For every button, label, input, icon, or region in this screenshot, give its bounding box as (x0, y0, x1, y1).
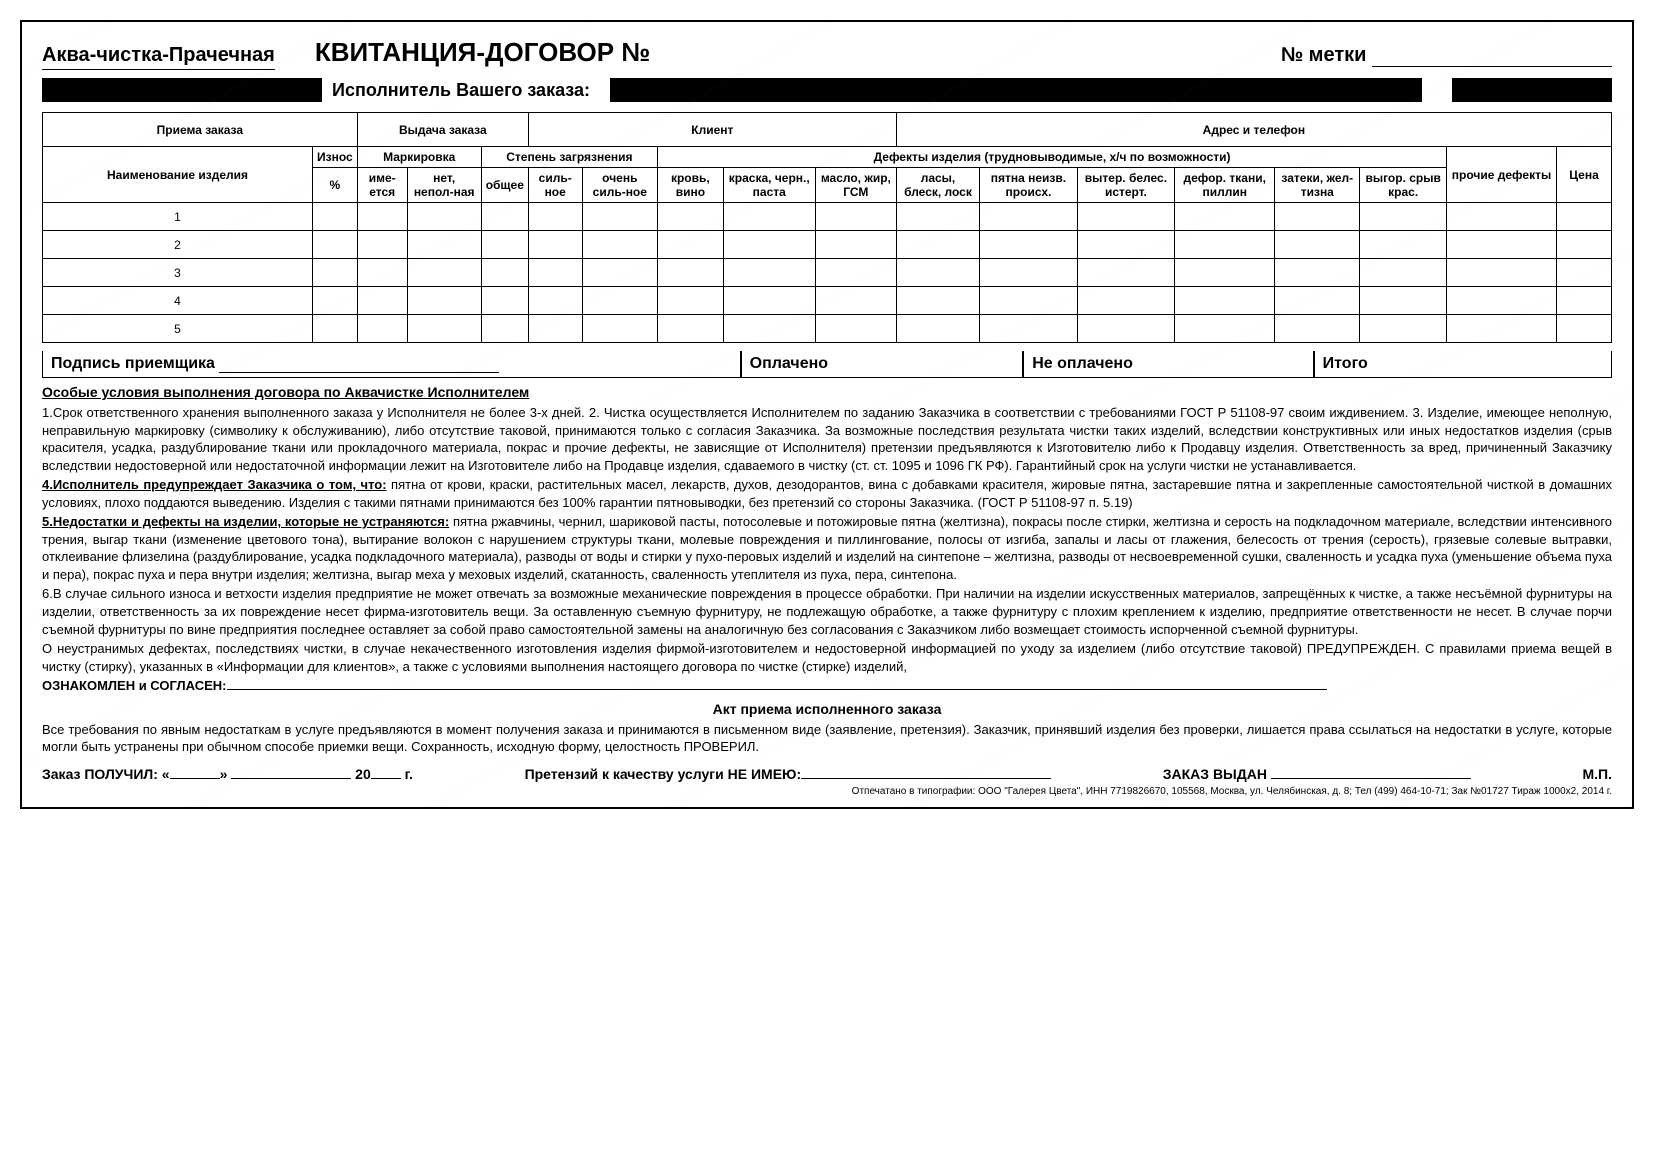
sig-paid[interactable]: Оплачено (741, 351, 1024, 378)
table-row[interactable]: 5 (43, 315, 1612, 343)
table-row[interactable]: 1 (43, 203, 1612, 231)
info-row: Приема заказа Выдача заказа Клиент Адрес… (43, 113, 1612, 147)
metka-label: № метки (1281, 44, 1612, 67)
footer-noclaims[interactable]: Претензий к качеству услуги НЕ ИМЕЮ: (525, 766, 1052, 782)
metka-input-line[interactable] (1372, 66, 1612, 67)
col-d8: затеки, жел-тизна (1275, 168, 1360, 203)
terms-p1: 1.Срок ответственного хранения выполненн… (42, 404, 1612, 474)
col-d2: краска, черн., паста (723, 168, 815, 203)
col-mark-has: име-ется (357, 168, 407, 203)
col-d9: выгор. срыв крас. (1360, 168, 1447, 203)
col-markirovka: Маркировка (357, 147, 481, 168)
print-info: Отпечатано в типографии: ООО "Галерея Цв… (42, 786, 1612, 797)
executor-label: Исполнитель Вашего заказа: (332, 80, 590, 101)
subheader-row: Исполнитель Вашего заказа: (42, 78, 1612, 102)
terms-title: Особые условия выполнения договора по Ак… (42, 384, 1612, 400)
col-price: Цена (1557, 147, 1612, 203)
footer-issued[interactable]: ЗАКАЗ ВЫДАН (1163, 766, 1471, 782)
sig-receiver[interactable]: Подпись приемщика (42, 351, 741, 378)
col-d1: кровь, вино (658, 168, 724, 203)
sig-total[interactable]: Итого (1314, 351, 1612, 378)
terms-p6: 6.В случае сильного износа и ветхости из… (42, 585, 1612, 638)
terms-body: 1.Срок ответственного хранения выполненн… (42, 404, 1612, 695)
col-d7: дефор. ткани, пиллин (1175, 168, 1275, 203)
table-row[interactable]: 2 (43, 231, 1612, 259)
footer-received[interactable]: Заказ ПОЛУЧИЛ: «» 20 г. (42, 766, 413, 782)
col-zagr-vstrong: очень силь-ное (582, 168, 658, 203)
col-zagr-common: общее (481, 168, 528, 203)
priema-cell[interactable]: Приема заказа (43, 113, 358, 147)
company-name: Аква-чистка-Прачечная (42, 44, 275, 70)
col-zagr-strong: силь-ное (528, 168, 582, 203)
col-d6: вытер. белес. истерт. (1077, 168, 1174, 203)
footer-mp: М.П. (1582, 766, 1612, 782)
terms-p5: 5.Недостатки и дефекты на изделии, котор… (42, 513, 1612, 583)
act-text: Все требования по явным недостаткам в ус… (42, 721, 1612, 756)
col-d3: масло, жир, ГСМ (815, 168, 896, 203)
col-defects: Дефекты изделия (трудновыводимые, х/ч по… (658, 147, 1447, 168)
terms-p7: О неустранимых дефектах, последствиях чи… (42, 640, 1612, 675)
redacted-block-3 (1452, 78, 1612, 102)
table-row[interactable]: 4 (43, 287, 1612, 315)
main-table: Приема заказа Выдача заказа Клиент Адрес… (42, 112, 1612, 343)
redacted-block-1 (42, 78, 322, 102)
receipt-title: КВИТАНЦИЯ-ДОГОВОР № (315, 37, 650, 68)
col-pct: % (313, 168, 358, 203)
sig-unpaid[interactable]: Не оплачено (1023, 351, 1313, 378)
col-name: Наименование изделия (43, 147, 313, 203)
adres-cell[interactable]: Адрес и телефон (896, 113, 1611, 147)
terms-p4: 4.Исполнитель предупреждает Заказчика о … (42, 476, 1612, 511)
table-row[interactable]: 3 (43, 259, 1612, 287)
col-iznos: Износ (313, 147, 358, 168)
signature-row: Подпись приемщика Оплачено Не оплачено И… (42, 351, 1612, 378)
col-d4: ласы, блеск, лоск (896, 168, 979, 203)
header-row-1: Наименование изделия Износ Маркировка Ст… (43, 147, 1612, 168)
col-zagr: Степень загрязнения (481, 147, 657, 168)
document-frame: Аква-чистка-Прачечная КВИТАНЦИЯ-ДОГОВОР … (20, 20, 1634, 809)
terms-agree[interactable]: ОЗНАКОМЛЕН и СОГЛАСЕН: (42, 677, 1612, 695)
col-mark-none: нет, непол-ная (407, 168, 481, 203)
col-other-def: прочие дефекты (1447, 147, 1557, 203)
footer-row: Заказ ПОЛУЧИЛ: «» 20 г. Претензий к каче… (42, 766, 1612, 782)
klient-cell[interactable]: Клиент (528, 113, 896, 147)
col-d5: пятна неизв. происх. (980, 168, 1078, 203)
act-title: Акт приема исполненного заказа (42, 701, 1612, 717)
redacted-block-2 (610, 78, 1422, 102)
header-row: Аква-чистка-Прачечная КВИТАНЦИЯ-ДОГОВОР … (42, 37, 1612, 70)
vydacha-cell[interactable]: Выдача заказа (357, 113, 528, 147)
